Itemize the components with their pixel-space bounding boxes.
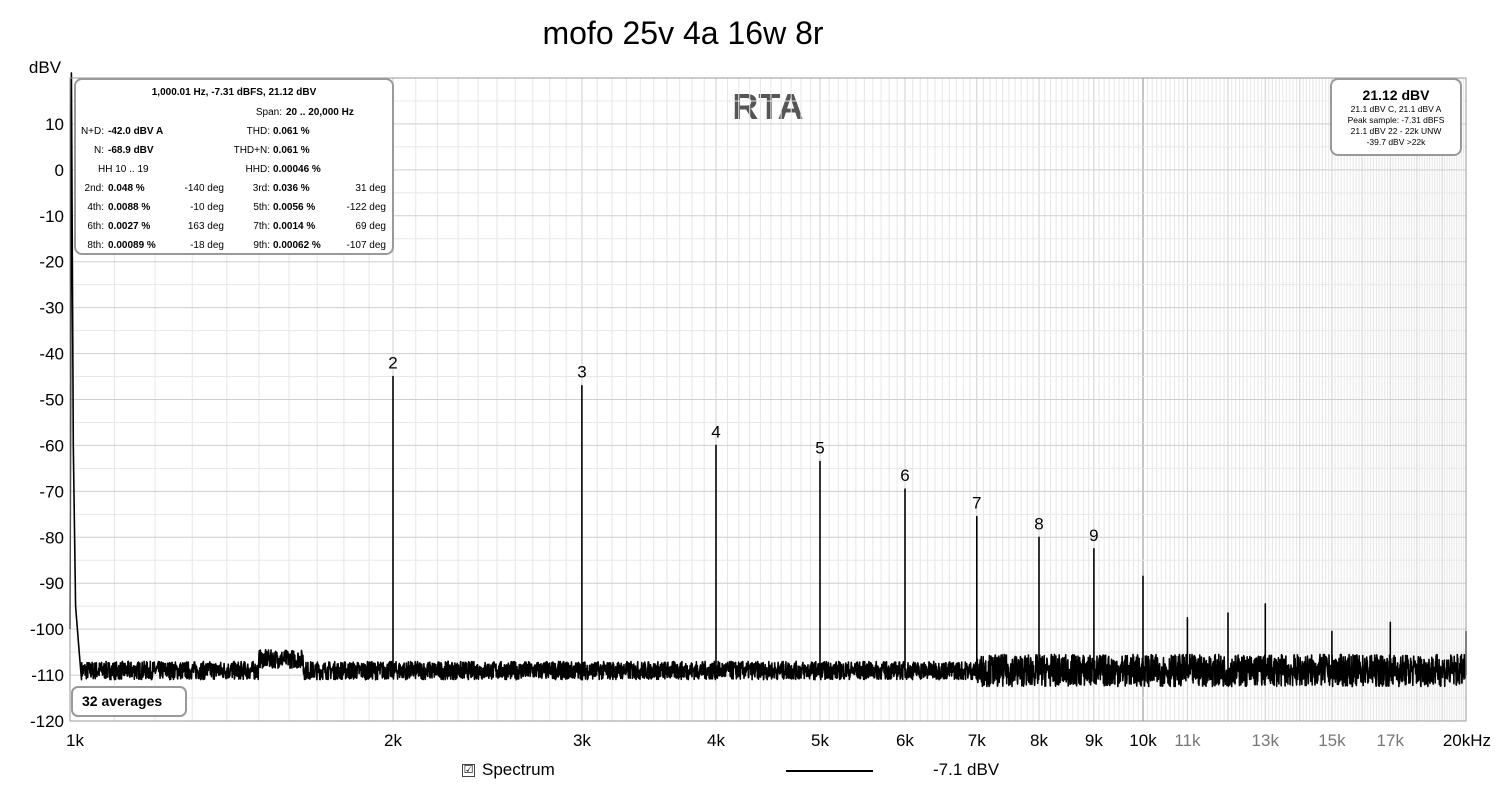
harmonic-label: 7	[972, 494, 981, 513]
legend-series-label[interactable]: Spectrum	[482, 760, 555, 779]
x-tick-label: 4k	[707, 731, 725, 750]
harmonic-label-right: 9th:	[253, 240, 270, 251]
spectrum-trace	[69, 72, 1467, 688]
x-tick-label: 8k	[1030, 731, 1048, 750]
y-tick-label: -10	[39, 207, 64, 226]
y-tick-label: 10	[45, 115, 64, 134]
thd-label: THD:	[246, 126, 270, 137]
hhd-label: HHD:	[245, 164, 270, 175]
harmonic-value-left: 0.048 %	[108, 183, 145, 194]
spectrum-checkbox[interactable]: ☑	[462, 764, 475, 777]
y-tick-label: -110	[31, 666, 64, 685]
x-tick-label: 6k	[896, 731, 914, 750]
x-tick-label: 5k	[811, 731, 829, 750]
nd-label: N+D:	[80, 126, 104, 137]
harmonic-value-left: 0.0088 %	[108, 202, 151, 213]
averages-badge: 32 averages	[71, 686, 187, 717]
harmonic-value-right: 0.036 %	[273, 183, 310, 194]
x-tick-label: 20kHz	[1443, 731, 1491, 750]
harmonic-label-left: 6th:	[87, 221, 104, 232]
harmonic-label: 3	[577, 363, 586, 382]
harmonic-phase-right: 69 deg	[355, 221, 386, 232]
chart-title: mofo 25v 4a 16w 8r	[542, 15, 823, 51]
y-tick-label: -50	[39, 391, 64, 410]
peak-line-1: 21.1 dBV C, 21.1 dBV A	[1350, 104, 1442, 114]
hhd-value: 0.00046 %	[273, 164, 321, 175]
x-tick-label: 9k	[1085, 731, 1103, 750]
y-tick-label: -30	[39, 299, 64, 318]
x-tick-label: 15k	[1318, 731, 1346, 750]
harmonic-value-left: 0.0027 %	[108, 221, 151, 232]
y-tick-labels: 10 0 -10 -20 -30 -40 -50 -60 -70 -80 -90 -100 -110 -1…	[30, 115, 64, 731]
thdn-value: 0.061 %	[273, 145, 310, 156]
peak-level-panel: 21.12 dBV 21.1 dBV C, 21.1 dBV A Peak sa…	[1330, 78, 1462, 156]
y-tick-label: -20	[39, 253, 64, 272]
x-tick-label: 11k	[1174, 731, 1201, 750]
peak-line-4: -39.7 dBV >22k	[1366, 137, 1426, 147]
span-label: Span:	[255, 107, 282, 118]
harmonic-label-right: 3rd:	[252, 183, 270, 194]
x-tick-label: 13k	[1252, 731, 1280, 750]
x-tick-label: 7k	[968, 731, 986, 750]
peak-line-3: 21.1 dBV 22 - 22k UNW	[1350, 126, 1442, 136]
y-tick-label: -60	[39, 436, 64, 455]
y-tick-label: -40	[39, 345, 64, 364]
harmonic-label-right: 7th:	[253, 221, 270, 232]
x-tick-label: 10k	[1129, 731, 1157, 750]
harmonic-label-right: 5th:	[253, 202, 270, 213]
y-tick-label: -100	[30, 620, 64, 639]
plot-frame	[69, 77, 1467, 722]
harmonic-phase-left: -18 deg	[190, 240, 224, 251]
y-axis-label: dBV	[29, 58, 62, 77]
harmonic-label: 6	[900, 466, 909, 485]
n-value: -68.9 dBV	[108, 145, 154, 156]
harmonic-label-left: 4th:	[87, 202, 104, 213]
harmonic-phase-right: 31 deg	[355, 183, 386, 194]
measurement-info-panel: 1,000.01 Hz, -7.31 dBFS, 21.12 dBV Span:…	[74, 78, 394, 255]
harmonic-phase-left: 163 deg	[187, 221, 224, 232]
x-tick-label: 2k	[384, 731, 402, 750]
span-value: 20 .. 20,000 Hz	[286, 107, 354, 118]
y-tick-label: -80	[39, 528, 64, 547]
harmonic-label: 2	[388, 354, 397, 373]
harmonic-value-right: 0.0014 %	[273, 221, 316, 232]
y-tick-label: 0	[55, 161, 64, 180]
x-tick-label: 3k	[573, 731, 591, 750]
harmonic-labels: 2 3 4 5 6 7 8 9	[388, 354, 1098, 545]
nd-value: -42.0 dBV A	[108, 126, 164, 137]
harmonic-phase-right: -107 deg	[346, 240, 386, 251]
peak-line-2: Peak sample: -7.31 dBFS	[1347, 115, 1445, 125]
y-tick-label: -90	[39, 574, 64, 593]
thdn-label: THD+N:	[233, 145, 270, 156]
harmonic-label: 5	[815, 439, 824, 458]
peak-value: 21.12 dBV	[1362, 87, 1430, 103]
harmonic-value-left: 0.00089 %	[108, 240, 156, 251]
harmonic-label: 8	[1034, 514, 1043, 533]
harmonic-value-right: 0.0056 %	[273, 202, 316, 213]
harmonic-phase-right: -122 deg	[346, 202, 386, 213]
y-tick-label: -120	[30, 712, 64, 731]
legend-line-swatch	[786, 770, 873, 772]
thd-value: 0.061 %	[273, 126, 310, 137]
x-tick-label: 1k	[66, 731, 84, 750]
harmonic-phase-left: -10 deg	[190, 202, 224, 213]
rta-watermark: RTA	[732, 86, 803, 127]
hh-label: HH 10 .. 19	[98, 164, 149, 175]
harmonic-label-left: 2nd:	[84, 183, 104, 194]
harmonic-label: 4	[711, 422, 720, 441]
y-tick-label: -70	[39, 482, 64, 501]
harmonic-label-left: 8th:	[87, 240, 104, 251]
x-tick-labels: 1k 2k 3k 4k 5k 6k 7k 8k 9k 10k 11k 13k 15k 17k 20kHz	[66, 731, 1491, 750]
legend-series-value: -7.1 dBV	[933, 760, 1000, 779]
harmonic-phase-left: -140 deg	[184, 183, 224, 194]
x-tick-label: 17k	[1377, 731, 1405, 750]
n-label: N:	[94, 145, 104, 156]
harmonic-value-right: 0.00062 %	[273, 240, 321, 251]
harmonic-label: 9	[1089, 526, 1098, 545]
info-header: 1,000.01 Hz, -7.31 dBFS, 21.12 dBV	[151, 87, 317, 98]
